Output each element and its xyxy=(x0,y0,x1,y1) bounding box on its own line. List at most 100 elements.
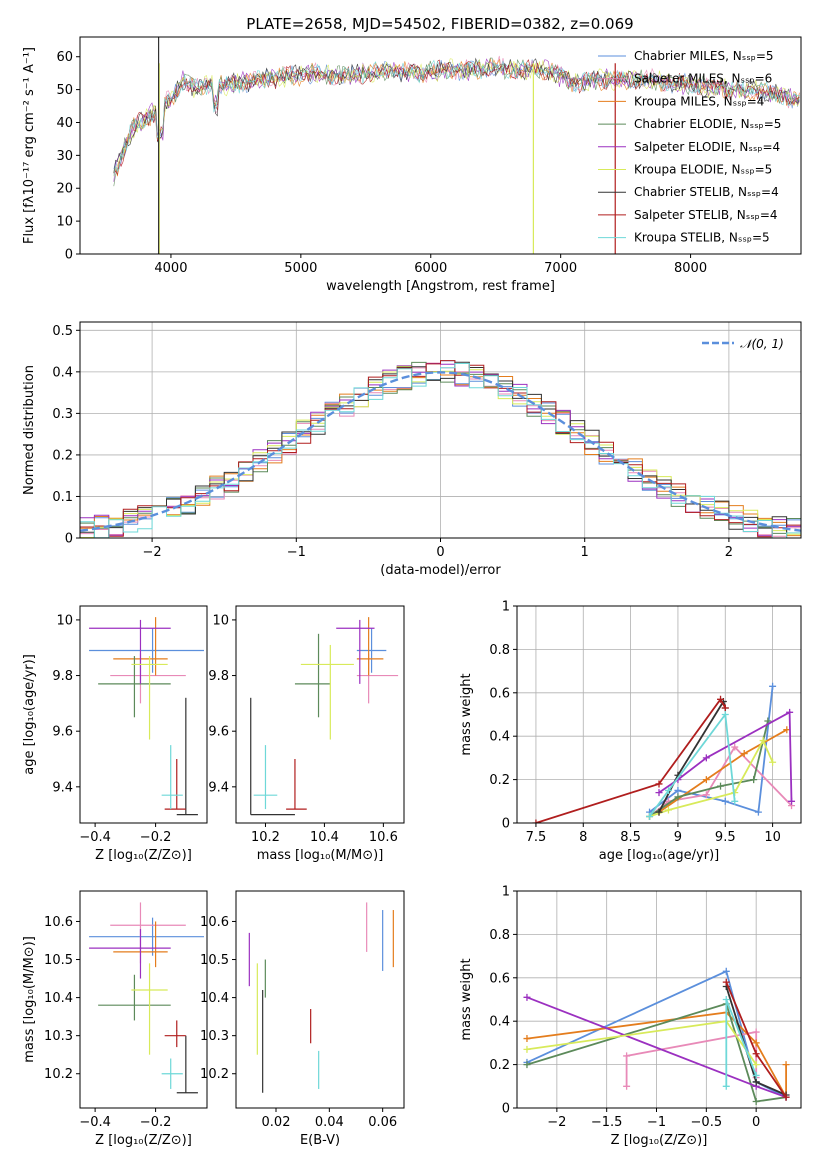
mass-vs-Z-errorbar-salpeter-miles xyxy=(110,902,186,964)
mass-vs-Z-errorbar-chabrier-elodie xyxy=(98,974,171,1021)
spectrum-ytick-label: 30 xyxy=(56,149,73,164)
weight-vs-age-marker-kroupa-stelib xyxy=(664,786,672,794)
weight-vs-age-ytick-label: 0 xyxy=(502,817,510,832)
weight-vs-Z-xtick-label: −0.5 xyxy=(691,1115,723,1130)
weight-vs-Z-line-chabrier-elodie xyxy=(526,1002,787,1103)
mass-vs-EBV-ytick-label: 10.6 xyxy=(200,915,229,930)
mass-vs-Z-xtick-label: −0.4 xyxy=(79,1115,111,1130)
weight-vs-age-marker-salpeter-elodie xyxy=(788,797,796,805)
legend-label-chabrier-miles: Chabrier MILES, Nₛₛₚ=5 xyxy=(634,49,774,63)
mass-vs-EBV-plot-area xyxy=(248,902,394,1093)
residuals-ytick-label: 0.1 xyxy=(52,490,73,505)
weight-vs-age-marker-kroupa-elodie xyxy=(769,758,777,766)
weight-vs-age-axes: 7.5 8 8.5 9 9.5 10 0 0.2 0.4 0.6 0.8 1 age [log₁₀(ag… xyxy=(459,600,802,863)
legend-label-salpeter-elodie: Salpeter ELODIE, Nₛₛₚ=4 xyxy=(634,140,780,154)
mass-vs-Z-ytick-label: 10.6 xyxy=(44,915,73,930)
mass-vs-Z-axes: −0.4 −0.2 10.2 10.3 10.4 10.5 10.6 Z [log₁₀(Z/Z… xyxy=(22,890,208,1148)
mass-vs-Z-xlabel: Z [log₁₀(Z/Z⊙)] xyxy=(95,1133,192,1148)
weight-vs-age-marker-kroupa-miles xyxy=(702,776,710,784)
mass-vs-EBV-xtick-label: 0.02 xyxy=(262,1115,291,1130)
legend-label-salpeter-stelib: Salpeter STELIB, Nₛₛₚ=4 xyxy=(634,208,778,222)
weight-vs-age-marker-kroupa-elodie xyxy=(759,737,767,745)
age-vs-mass-frame xyxy=(235,605,405,824)
age-vs-mass-errorbar-salpeter-stelib xyxy=(286,759,307,810)
weight-vs-age-marker-salpeter-stelib xyxy=(655,780,663,788)
mass-vs-EBV-ytick-label: 10.4 xyxy=(200,991,229,1006)
age-vs-mass-errorbar-salpeter-miles xyxy=(356,653,399,704)
weight-vs-age-xtick-label: 9 xyxy=(674,830,682,845)
mass-vs-Z-errorbar-salpeter-elodie xyxy=(89,929,171,979)
weight-vs-Z-marker-kroupa-elodie xyxy=(523,1045,531,1053)
spectrum-plot-area xyxy=(113,37,800,254)
mass-vs-EBV-frame xyxy=(235,890,405,1109)
age-vs-mass-errorbar-chabrier-stelib xyxy=(250,697,295,816)
gaussian-curve xyxy=(80,371,801,532)
age-vs-Z-frame xyxy=(79,605,208,824)
age-vs-Z-xtick-label: −0.4 xyxy=(79,830,111,845)
weight-vs-Z-ytick-label: 0.6 xyxy=(489,971,510,986)
weight-vs-Z-marker-kroupa-stelib xyxy=(752,1071,760,1079)
age-vs-mass-plot-area xyxy=(250,617,399,816)
mass-vs-Z-ytick-label: 10.2 xyxy=(44,1067,73,1082)
weight-vs-age-ytick-label: 0.4 xyxy=(489,730,510,745)
weight-vs-Z-marker-kroupa-elodie xyxy=(752,1061,760,1069)
spectrum-frame xyxy=(79,36,802,255)
weight-vs-age-xtick-label: 8 xyxy=(579,830,587,845)
weight-vs-Z-marker-chabrier-stelib xyxy=(752,1078,760,1086)
weight-vs-age-line-salpeter-stelib xyxy=(535,697,727,823)
age-vs-Z-ytick-label: 9.8 xyxy=(52,669,73,684)
residuals-ytick-label: 0.4 xyxy=(52,365,73,380)
weight-vs-age-marker-salpeter-stelib xyxy=(532,819,540,823)
spectrum-xtick-label: 5000 xyxy=(284,261,317,276)
weight-vs-Z-marker-salpeter-stelib xyxy=(722,978,730,986)
age-vs-Z-axes: −0.4 −0.2 9.4 9.6 9.8 10 Z [log₁₀(Z/Z⊙)] age [l… xyxy=(22,605,208,863)
weight-vs-age-marker-kroupa-miles xyxy=(740,750,748,758)
age-vs-mass-xtick-label: 10.2 xyxy=(251,830,280,845)
weight-vs-Z-line-kroupa-elodie xyxy=(526,1020,757,1066)
weight-vs-Z-marker-salpeter-miles xyxy=(752,1028,760,1036)
weight-vs-Z-marker-chabrier-miles xyxy=(722,967,730,975)
weight-vs-Z-xtick-label: −2 xyxy=(547,1115,566,1130)
weight-vs-age-marker-salpeter-miles xyxy=(702,791,710,799)
age-vs-mass-ytick-label: 9.4 xyxy=(208,780,229,795)
spectrum-ytick-label: 50 xyxy=(56,83,73,98)
spectrum-ytick-label: 10 xyxy=(56,215,73,230)
age-vs-Z-ytick-label: 10 xyxy=(56,613,73,628)
weight-vs-age-marker-chabrier-miles xyxy=(769,682,777,690)
weight-vs-Z-marker-kroupa-miles xyxy=(782,1061,790,1069)
mass-vs-Z-plot-area xyxy=(89,902,204,1094)
mass-vs-Z-errorbar-kroupa-elodie xyxy=(131,963,168,1055)
residuals-ylabel: Normed distribution xyxy=(22,365,37,495)
weight-vs-Z-ytick-label: 0.8 xyxy=(489,928,510,943)
weight-vs-age-xtick-label: 10 xyxy=(764,830,781,845)
weight-vs-Z-marker-kroupa-stelib xyxy=(722,1082,730,1090)
mass-vs-Z-frame xyxy=(79,890,208,1109)
residuals-plot-area xyxy=(80,360,801,538)
weight-vs-age-line-kroupa-stelib xyxy=(648,712,736,818)
spectrum-ytick-label: 60 xyxy=(56,50,73,65)
residual-hist-salpeter-stelib xyxy=(80,360,801,538)
weight-vs-Z-ytick-label: 0.4 xyxy=(489,1015,510,1030)
weight-vs-age-marker-salpeter-elodie xyxy=(655,789,663,797)
weight-vs-Z-ylabel: mass weight xyxy=(459,958,474,1040)
weight-vs-Z-marker-kroupa-miles xyxy=(752,1039,760,1047)
mass-vs-EBV-xtick-label: 0.04 xyxy=(315,1115,344,1130)
weight-vs-age-xtick-label: 8.5 xyxy=(620,830,641,845)
weight-vs-Z-xtick-label: −1 xyxy=(647,1115,666,1130)
residuals-xtick-label: 0 xyxy=(436,545,444,560)
spectrum-ytick-label: 40 xyxy=(56,116,73,131)
age-vs-Z-errorbar-chabrier-miles xyxy=(89,628,204,673)
weight-vs-Z-xtick-label: −1.5 xyxy=(591,1115,623,1130)
weight-vs-age-marker-kroupa-stelib xyxy=(731,797,739,805)
weight-vs-age-plot-area xyxy=(532,682,796,823)
weight-vs-age-marker-salpeter-stelib xyxy=(717,695,725,703)
weight-vs-age-marker-kroupa-stelib xyxy=(721,711,729,718)
weight-vs-Z-marker-salpeter-miles xyxy=(623,1052,631,1060)
residuals-xtick-label: −2 xyxy=(143,545,162,560)
mass-vs-EBV-xtick-label: 0.06 xyxy=(368,1115,397,1130)
weight-vs-age-marker-chabrier-miles xyxy=(721,797,729,805)
age-vs-Z-errorbar-salpeter-stelib xyxy=(164,759,186,810)
weight-vs-Z-ytick-label: 0 xyxy=(502,1102,510,1117)
spectrum-ylabel: Flux [fλ10⁻¹⁷ erg cm⁻² s⁻¹ A⁻¹] xyxy=(22,47,37,244)
